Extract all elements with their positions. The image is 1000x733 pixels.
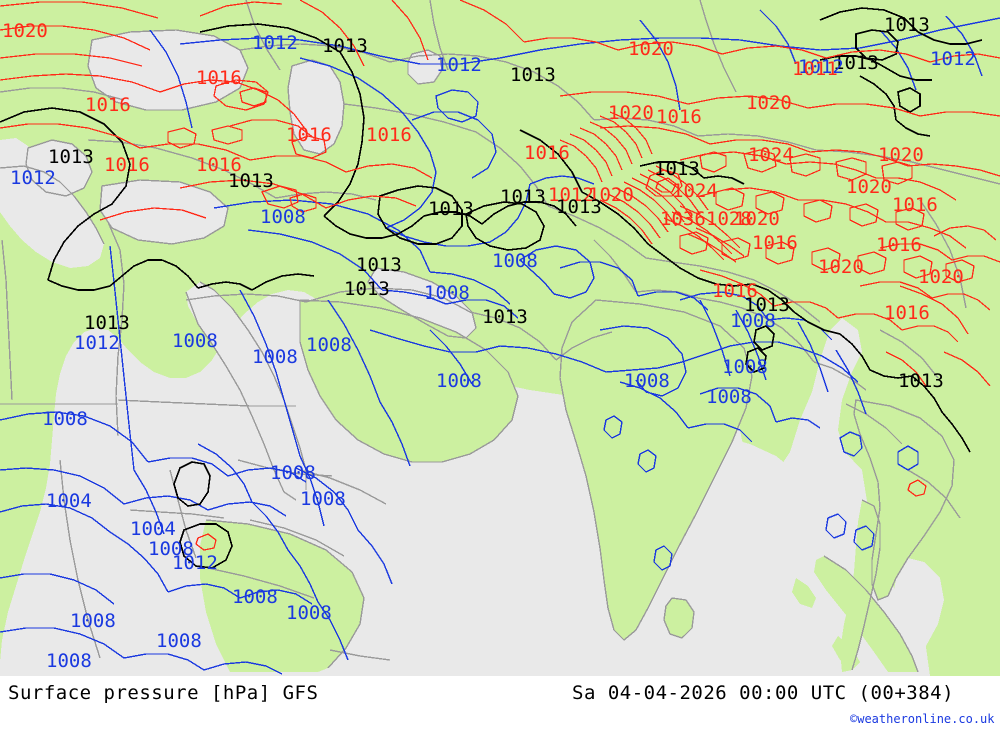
contour-label: 1008 (70, 610, 116, 632)
contour-label: 1016 (524, 142, 570, 164)
contour-label: 1020 (628, 38, 674, 60)
contour-label: 1008 (492, 250, 538, 272)
contour-label: 1020 (846, 176, 892, 198)
contour-label: 1013 (556, 196, 602, 218)
contour-label: 1016 (712, 280, 758, 302)
contour-label: 1024 (748, 144, 794, 166)
contour-label: 1008 (148, 538, 194, 560)
contour-label: 1008 (42, 408, 88, 430)
contour-label: 1013 (84, 312, 130, 334)
contour-label: 1028 (706, 208, 752, 230)
contour-label: 1016 (366, 124, 412, 146)
contour-label: 1013 (500, 186, 546, 208)
contour-label: 1008 (156, 630, 202, 652)
isobar-high-layer (0, 0, 1000, 551)
contour-label: 1013 (898, 370, 944, 392)
contour-label: 1008 (624, 370, 670, 392)
contour-label: 1013 (356, 254, 402, 276)
footer-copyright: ©weatheronline.co.uk (850, 712, 995, 726)
contour-label: 1008 (722, 356, 768, 378)
contour-label: 1012 (252, 32, 298, 54)
contour-label: 1004 (130, 518, 176, 540)
contour-label: 1013 (344, 278, 390, 300)
contour-label: 1020 (2, 20, 48, 42)
map-footer: Surface pressure [hPa] GFS Sa 04-04-2026… (0, 676, 1000, 733)
contour-label: 1020 (746, 92, 792, 114)
contour-label: 1013 (322, 35, 368, 57)
contour-label: 1020 (818, 256, 864, 278)
contour-label: 1013 (884, 14, 930, 36)
contour-label: 1008 (270, 462, 316, 484)
contour-label: 1012 (172, 552, 218, 574)
contour-label: 1012 (10, 167, 56, 189)
contour-label: 1016 (196, 67, 242, 89)
contour-label: 1013 (510, 64, 556, 86)
contour-label: 1016 (286, 124, 332, 146)
contour-label: 1008 (436, 370, 482, 392)
footer-datetime: Sa 04-04-2026 00:00 UTC (00+384) (572, 682, 955, 704)
contour-label: 1013 (744, 294, 790, 316)
footer-title: Surface pressure [hPa] GFS (8, 682, 319, 704)
contour-label: 1012 (798, 56, 844, 78)
contour-label: 1020 (878, 144, 924, 166)
contour-label: 1013 (482, 306, 528, 328)
contour-label: 1012 (436, 54, 482, 76)
contour-label: 1020 (608, 102, 654, 124)
pressure-contour-map[interactable]: 1020 1012 1013 1013 1012 1013 1012 1011 1020 1016… (0, 0, 1000, 676)
contour-label: 1008 (252, 346, 298, 368)
contour-label: 1008 (306, 334, 352, 356)
contour-label: 1013 (833, 52, 879, 74)
contour-label: 1008 (286, 602, 332, 624)
contour-label: 1008 (172, 330, 218, 352)
contour-label: 1012 (930, 48, 976, 70)
contour-label: 1004 (46, 490, 92, 512)
contour-label: 1011 (792, 58, 838, 80)
contour-label: 1036 (660, 208, 706, 230)
contour-label: 1020 (588, 184, 634, 206)
contour-label: 1016 (104, 154, 150, 176)
contour-label: 1013 (654, 158, 700, 180)
contour-label: 1012 (74, 332, 120, 354)
contour-label: 1008 (424, 282, 470, 304)
isobar-1013-layer (0, 7, 983, 569)
contour-label: 1008 (46, 650, 92, 672)
contour-label: 1012 (548, 184, 594, 206)
contour-label: 1008 (300, 488, 346, 510)
contour-label: 1016 (892, 194, 938, 216)
contour-label: 1024 (672, 180, 718, 202)
contour-label: 1016 (196, 154, 242, 176)
contour-label: 1020 (918, 266, 964, 288)
contour-label: 1016 (884, 302, 930, 324)
contour-label: 1008 (232, 586, 278, 608)
land-detail-layer (200, 300, 954, 672)
contour-label: 1016 (656, 106, 702, 128)
contour-label: 1008 (706, 386, 752, 408)
contour-label: 1008 (260, 206, 306, 228)
contour-label: 1020 (734, 208, 780, 230)
contour-label: 1008 (730, 310, 776, 332)
contour-label: 1016 (876, 234, 922, 256)
contour-label: 1016 (752, 232, 798, 254)
contour-label: 1013 (228, 170, 274, 192)
contour-label: 1013 (428, 198, 474, 220)
contour-label: 1013 (48, 146, 94, 168)
contour-label: 1016 (85, 94, 131, 116)
